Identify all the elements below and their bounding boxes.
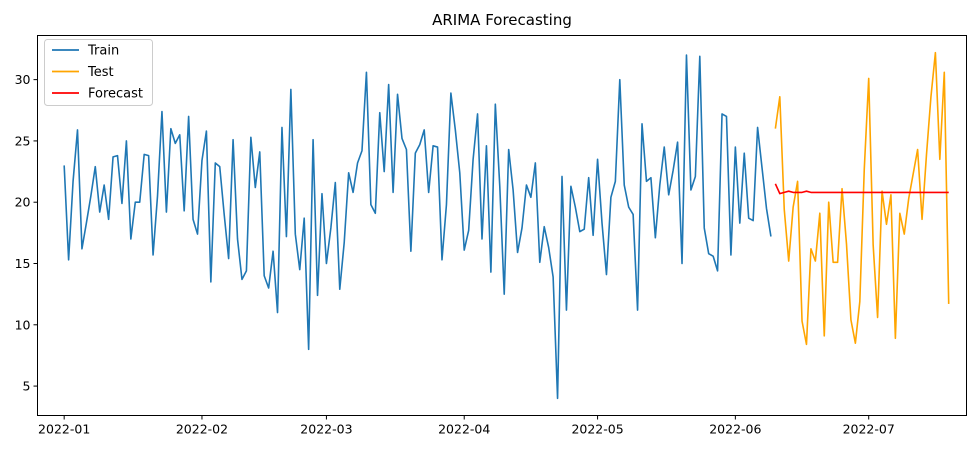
x-tick-label: 2022-03 (300, 422, 352, 437)
series-line-test (774, 51, 950, 346)
y-tick-label: 5 (23, 379, 31, 394)
x-tick-label: 2022-04 (438, 422, 490, 437)
x-axis: 2022-01 2022-02 2022-03 2022-04 2022-05 2022-… (38, 415, 895, 437)
y-tick-label: 30 (15, 72, 31, 87)
plot-area-frame (37, 35, 967, 416)
y-tick-label: 10 (15, 317, 31, 332)
x-tick-label: 2022-07 (843, 422, 895, 437)
y-tick-label: 25 (15, 133, 31, 148)
x-tick-label: 2022-06 (709, 422, 761, 437)
series-line-train (63, 54, 772, 400)
x-tick-label: 2022-05 (571, 422, 623, 437)
series-line-forecast (774, 183, 949, 195)
y-tick-label: 20 (15, 195, 31, 210)
y-tick-label: 15 (15, 256, 31, 271)
y-axis: 5 10 15 20 25 30 (15, 72, 38, 394)
chart-title: ARIMA Forecasting (432, 11, 572, 29)
legend-label-test: Test (87, 65, 114, 80)
legend-label-forecast: Forecast (88, 87, 143, 102)
x-tick-label: 2022-02 (176, 422, 228, 437)
x-tick-label: 2022-01 (38, 422, 90, 437)
legend-box (44, 39, 153, 106)
legend-label-train: Train (87, 44, 119, 59)
plot-lines (63, 51, 950, 400)
legend: Train Test Forecast (44, 39, 153, 106)
